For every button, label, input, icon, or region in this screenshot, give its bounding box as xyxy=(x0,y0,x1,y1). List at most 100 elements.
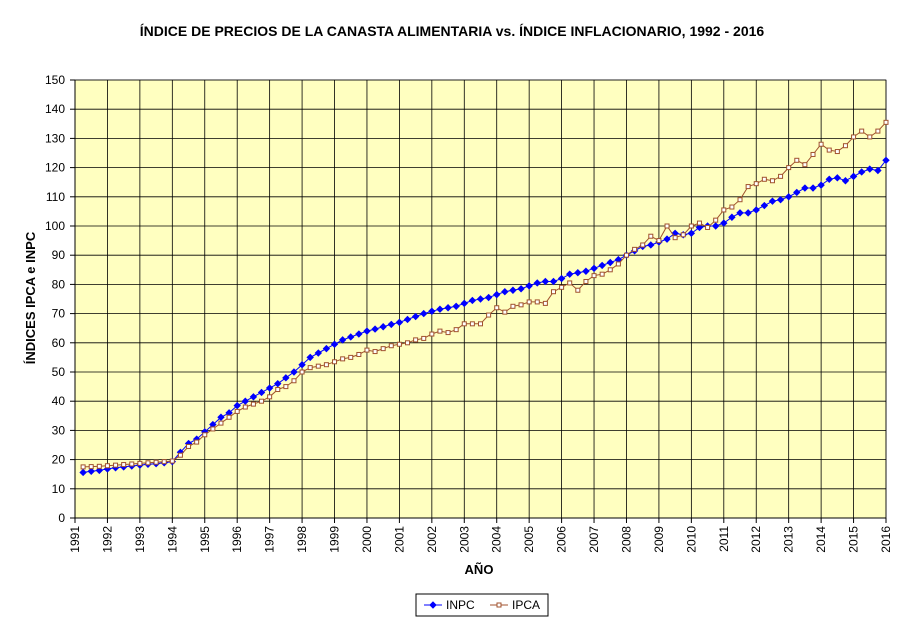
data-point-ipca xyxy=(664,223,670,229)
data-point-ipca xyxy=(161,459,167,465)
data-point-ipca xyxy=(129,461,135,467)
data-point-ipca xyxy=(250,401,256,407)
data-point-ipca xyxy=(372,349,378,355)
data-point-ipca xyxy=(396,341,402,347)
y-tick-label: 70 xyxy=(52,307,66,321)
data-point-ipca xyxy=(218,420,224,426)
x-tick-label: 2000 xyxy=(360,526,374,553)
y-tick-label: 130 xyxy=(45,131,65,145)
data-point-inpc xyxy=(290,368,298,376)
data-point-ipca xyxy=(591,273,597,279)
data-point-ipca xyxy=(186,443,192,449)
data-point-ipca xyxy=(88,464,94,470)
x-tick-label: 2001 xyxy=(392,526,406,553)
data-point-ipca xyxy=(202,432,208,438)
data-point-inpc xyxy=(411,312,420,321)
y-tick-label: 40 xyxy=(52,394,66,408)
series-line-ipca xyxy=(83,121,887,468)
data-point-ipca xyxy=(656,238,662,244)
data-point-ipca xyxy=(859,128,865,134)
data-point-ipca xyxy=(364,347,370,353)
data-point-inpc xyxy=(695,223,704,232)
y-tick-label: 140 xyxy=(45,102,65,116)
x-axis-label: AÑO xyxy=(465,562,494,577)
data-point-ipca xyxy=(494,305,500,311)
data-point-inpc xyxy=(460,299,468,308)
y-tick-label: 80 xyxy=(52,277,66,291)
x-tick-label: 2004 xyxy=(490,526,504,553)
x-tick-label: 1996 xyxy=(230,526,244,553)
data-point-inpc xyxy=(306,353,314,362)
data-point-inpc xyxy=(687,229,696,238)
data-point-inpc xyxy=(241,397,250,405)
data-point-ipca xyxy=(542,300,548,306)
data-point-inpc xyxy=(79,468,87,477)
data-point-ipca xyxy=(534,299,540,305)
data-point-inpc xyxy=(371,325,379,333)
data-point-ipca xyxy=(526,299,532,305)
data-point-ipca xyxy=(259,398,265,404)
legend-label-inpc: INPC xyxy=(446,598,475,612)
data-point-ipca xyxy=(510,303,516,309)
data-point-inpc xyxy=(833,174,842,182)
data-point-inpc xyxy=(420,309,428,318)
data-point-inpc xyxy=(866,165,874,173)
data-point-ipca xyxy=(121,462,127,468)
data-point-ipca xyxy=(834,149,840,155)
data-point-inpc xyxy=(257,388,266,397)
data-point-inpc xyxy=(501,287,509,296)
data-point-inpc xyxy=(801,184,809,192)
data-point-inpc xyxy=(282,374,290,382)
data-point-inpc xyxy=(541,277,550,286)
data-point-inpc xyxy=(590,264,598,273)
y-tick-label: 20 xyxy=(52,453,66,467)
x-tick-label: 2013 xyxy=(782,526,796,553)
x-tick-label: 2006 xyxy=(555,526,569,553)
data-point-inpc xyxy=(444,304,452,312)
data-point-inpc xyxy=(468,296,477,305)
data-point-ipca xyxy=(299,369,305,375)
x-tick-label: 2005 xyxy=(522,526,536,553)
data-point-ipca xyxy=(583,278,589,284)
data-point-inpc xyxy=(347,333,355,341)
data-point-ipca xyxy=(323,362,329,368)
data-point-inpc xyxy=(314,349,323,357)
data-point-inpc xyxy=(793,188,801,197)
data-point-ipca xyxy=(104,463,110,469)
y-tick-label: 50 xyxy=(52,365,66,379)
data-point-inpc xyxy=(338,336,347,344)
data-point-inpc xyxy=(817,181,825,189)
data-point-inpc xyxy=(387,320,395,329)
data-point-inpc xyxy=(736,209,744,217)
legend-label-ipca: IPCA xyxy=(512,598,540,612)
data-point-ipca xyxy=(153,459,159,465)
x-tick-label: 2015 xyxy=(847,526,861,553)
data-point-inpc xyxy=(882,156,890,165)
data-point-ipca xyxy=(502,309,508,315)
data-point-ipca xyxy=(648,233,654,239)
data-point-ipca xyxy=(696,220,702,226)
x-tick-label: 2007 xyxy=(587,526,601,553)
data-point-ipca xyxy=(405,340,411,346)
data-point-inpc xyxy=(322,344,331,353)
data-point-ipca xyxy=(145,460,151,466)
data-point-ipca xyxy=(810,151,816,157)
data-point-ipca xyxy=(615,261,621,267)
data-point-ipca xyxy=(96,463,102,469)
data-point-inpc xyxy=(517,285,525,293)
data-point-ipca xyxy=(137,460,143,466)
data-point-inpc xyxy=(857,168,866,176)
data-point-ipca xyxy=(713,217,719,223)
data-point-ipca xyxy=(388,343,394,349)
chart-title: ÍNDICE DE PRECIOS DE LA CANASTA ALIMENTA… xyxy=(140,23,765,39)
data-point-ipca xyxy=(169,458,175,464)
data-point-inpc xyxy=(379,323,387,331)
data-point-ipca xyxy=(786,165,792,171)
data-point-inpc xyxy=(574,269,582,277)
data-point-inpc xyxy=(428,307,436,315)
y-tick-label: 90 xyxy=(52,248,66,262)
data-point-inpc xyxy=(436,305,444,313)
data-point-inpc xyxy=(809,184,817,192)
data-point-ipca xyxy=(194,439,200,445)
data-point-inpc xyxy=(274,379,282,388)
